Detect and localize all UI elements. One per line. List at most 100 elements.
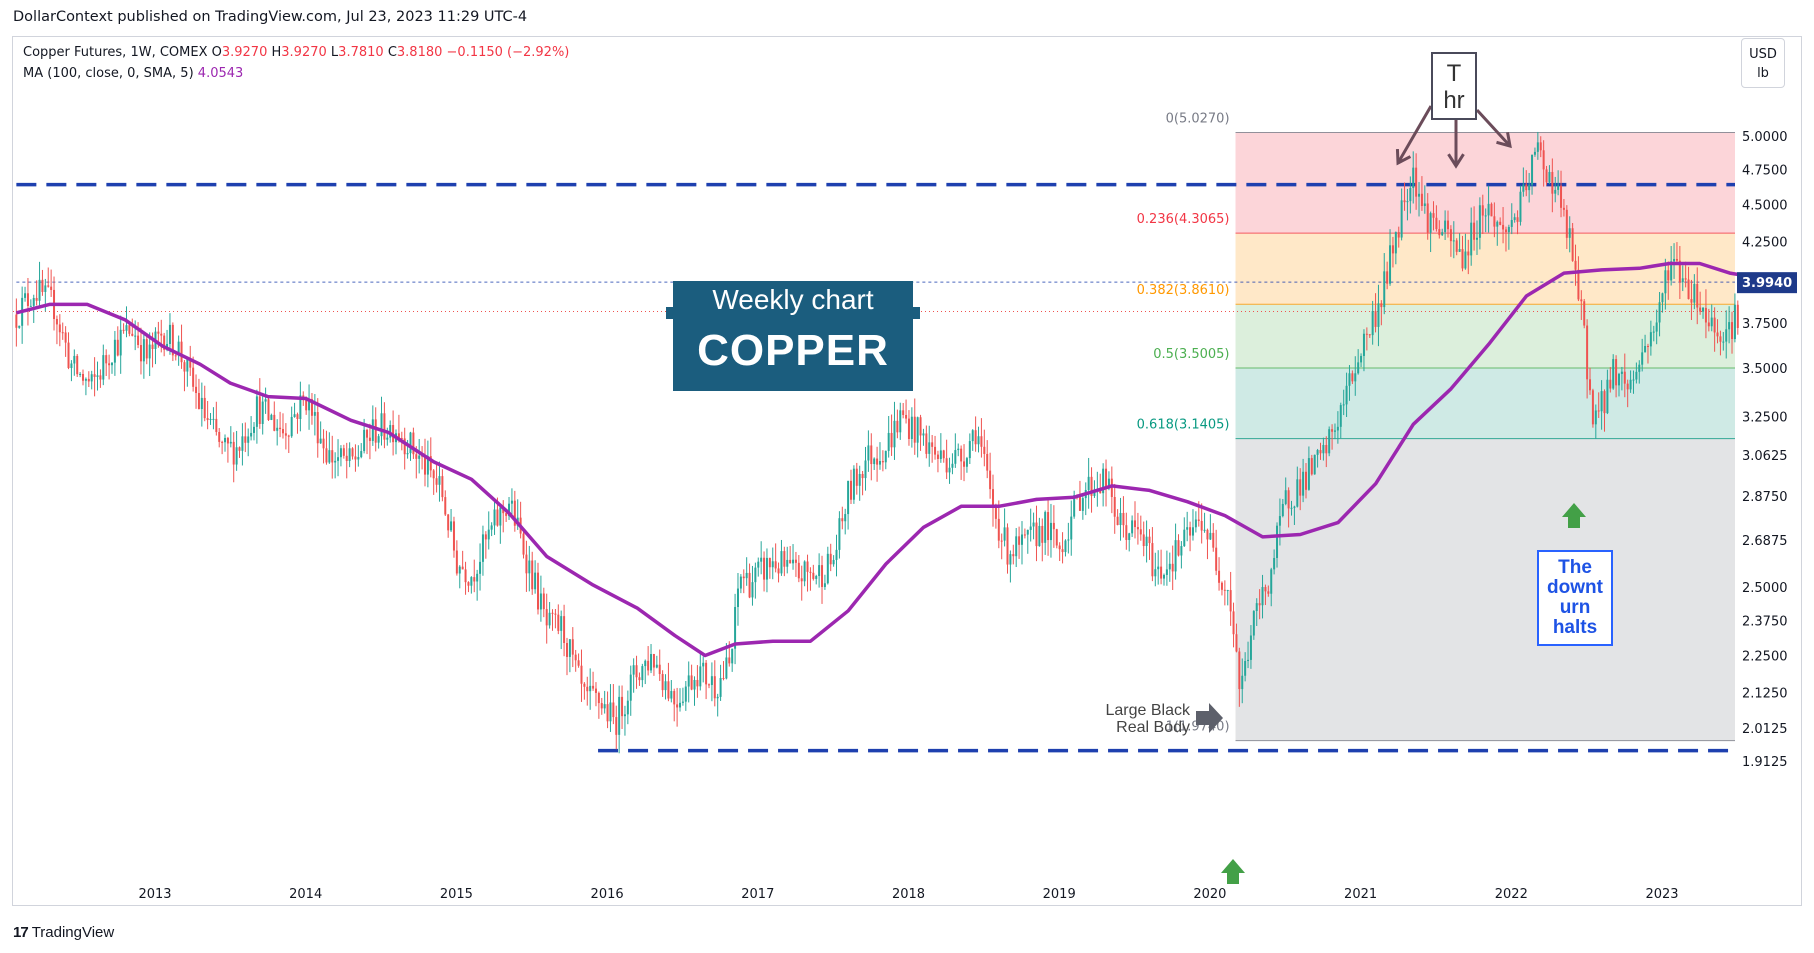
candle — [519, 501, 522, 539]
candle — [1116, 509, 1119, 526]
candle — [1067, 522, 1070, 554]
candle — [1603, 389, 1606, 432]
candle — [345, 442, 348, 479]
candle — [38, 261, 41, 307]
candle — [1441, 228, 1444, 236]
candle — [568, 638, 571, 673]
candle — [1490, 202, 1493, 217]
candle — [1612, 354, 1615, 390]
candle — [905, 399, 908, 424]
candle — [1574, 244, 1577, 286]
y-tick-3.7500: 3.7500 — [1742, 317, 1788, 332]
x-tick-2014: 2014 — [289, 887, 322, 902]
candle — [1377, 284, 1380, 347]
currency-unit-button[interactable]: USD lb — [1741, 38, 1785, 88]
candle — [983, 429, 986, 467]
footer-brand[interactable]: 17 TradingView — [13, 924, 114, 941]
candle — [1119, 497, 1122, 541]
candle — [441, 469, 444, 502]
candle — [574, 649, 577, 672]
candle — [565, 637, 568, 676]
candle — [861, 471, 864, 496]
candle — [1531, 154, 1534, 195]
legend-ma-label[interactable]: MA (100, close, 0, SMA, 5) — [23, 66, 194, 81]
candle — [1273, 549, 1276, 575]
candle — [366, 428, 369, 455]
candle — [971, 429, 974, 451]
candle — [589, 668, 592, 710]
candle — [1478, 197, 1481, 250]
candle — [1696, 267, 1699, 325]
candle — [510, 488, 513, 515]
candle — [1244, 652, 1247, 682]
candle — [661, 670, 664, 697]
candle — [1528, 172, 1531, 203]
candle — [1336, 411, 1339, 444]
candle — [1487, 185, 1490, 233]
candle — [458, 565, 461, 589]
candle — [1200, 503, 1203, 544]
candle — [1018, 526, 1021, 559]
candle — [557, 604, 560, 635]
candle — [1681, 265, 1684, 292]
candle — [1641, 338, 1644, 372]
candle — [760, 541, 763, 575]
y-tick-3.0625: 3.0625 — [1742, 449, 1788, 464]
candle — [1473, 206, 1476, 251]
candle — [299, 381, 302, 432]
candle — [1577, 256, 1580, 302]
candle — [537, 562, 540, 615]
candle — [1113, 483, 1116, 534]
candle — [484, 531, 487, 559]
x-tick-2015: 2015 — [440, 887, 473, 902]
candle — [1551, 158, 1554, 213]
legend-symbol: Copper Futures, 1W, COMEX — [23, 45, 208, 60]
candle — [319, 421, 322, 444]
candle — [313, 394, 316, 436]
candle — [357, 445, 360, 467]
candle — [1128, 532, 1131, 552]
candle — [977, 426, 980, 453]
candle — [1687, 266, 1690, 300]
candle — [1542, 140, 1545, 187]
fib-label-0.382: 0.382(3.8610) — [1137, 283, 1230, 298]
candle — [479, 543, 482, 591]
candle — [1429, 211, 1432, 253]
candle — [1467, 239, 1470, 275]
candle — [852, 465, 855, 504]
candle — [890, 414, 893, 456]
candle — [928, 425, 931, 467]
candle — [1475, 220, 1478, 255]
candle — [342, 444, 345, 459]
x-tick-2013: 2013 — [138, 887, 171, 902]
candle — [322, 429, 325, 464]
candle — [139, 327, 142, 375]
candle — [893, 401, 896, 460]
candle — [534, 560, 537, 594]
candle — [922, 428, 925, 446]
candle — [334, 452, 337, 479]
candle — [1351, 370, 1354, 385]
candle — [942, 449, 945, 463]
candle — [354, 444, 357, 472]
candle — [1165, 550, 1168, 586]
candle — [1322, 437, 1325, 461]
candle — [1339, 402, 1342, 439]
candle — [1287, 487, 1290, 528]
candle — [1655, 309, 1658, 345]
banner-subtitle: Weekly chart — [712, 284, 874, 315]
candle — [913, 398, 916, 455]
candle — [1649, 320, 1652, 356]
candle — [1652, 325, 1655, 342]
candle — [1710, 304, 1713, 332]
candle — [1525, 170, 1528, 197]
candle — [1249, 625, 1252, 669]
candle — [1212, 523, 1215, 552]
candle — [525, 540, 528, 592]
candle — [1139, 515, 1142, 541]
candle — [1557, 170, 1560, 196]
candle — [615, 705, 618, 750]
candle — [1470, 207, 1473, 266]
candle — [963, 444, 966, 482]
